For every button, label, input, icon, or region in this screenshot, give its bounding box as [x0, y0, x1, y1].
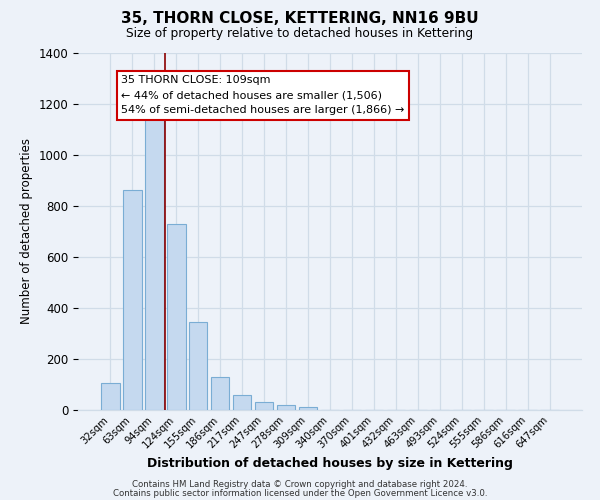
Bar [167, 224, 185, 410]
Text: 35, THORN CLOSE, KETTERING, NN16 9BU: 35, THORN CLOSE, KETTERING, NN16 9BU [121, 11, 479, 26]
Text: 35 THORN CLOSE: 109sqm
← 44% of detached houses are smaller (1,506)
54% of semi-: 35 THORN CLOSE: 109sqm ← 44% of detached… [121, 76, 404, 115]
Bar [255, 402, 274, 410]
Text: Contains HM Land Registry data © Crown copyright and database right 2024.: Contains HM Land Registry data © Crown c… [132, 480, 468, 489]
Bar [189, 322, 208, 410]
Text: Contains public sector information licensed under the Open Government Licence v3: Contains public sector information licen… [113, 488, 487, 498]
Bar [233, 394, 251, 410]
Bar [123, 190, 142, 410]
X-axis label: Distribution of detached houses by size in Kettering: Distribution of detached houses by size … [147, 458, 513, 470]
Bar [145, 118, 164, 410]
Bar [277, 406, 295, 410]
Y-axis label: Number of detached properties: Number of detached properties [20, 138, 33, 324]
Bar [211, 377, 229, 410]
Bar [101, 383, 119, 410]
Text: Size of property relative to detached houses in Kettering: Size of property relative to detached ho… [127, 26, 473, 40]
Bar [299, 408, 317, 410]
